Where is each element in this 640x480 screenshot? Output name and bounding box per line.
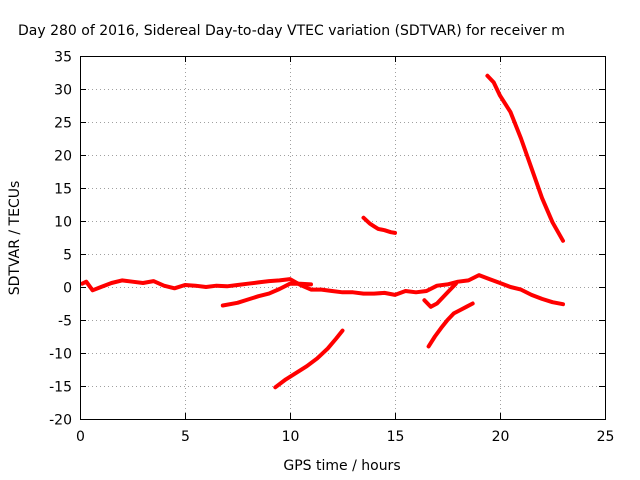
y-tick-label: 10 <box>54 215 72 231</box>
y-tick-label: -10 <box>49 347 72 363</box>
x-tick-label: 25 <box>597 429 615 445</box>
y-tick-label: 0 <box>63 281 72 297</box>
x-tick-label: 15 <box>387 429 405 445</box>
x-tick-label: 5 <box>181 429 190 445</box>
y-tick-label: 5 <box>63 248 72 264</box>
plot-frame <box>80 56 606 420</box>
data-series-7 <box>485 73 565 243</box>
data-series-6 <box>426 301 475 349</box>
x-tick-label: 0 <box>76 429 85 445</box>
y-tick-label: 20 <box>54 149 72 165</box>
y-axis-label: SDTVAR / TECUs <box>7 181 23 296</box>
data-series-3 <box>273 328 345 390</box>
y-tick-label: 35 <box>54 50 72 66</box>
y-tick-label: 25 <box>54 116 72 132</box>
axis-ticks <box>80 56 606 420</box>
data-series-2 <box>220 281 313 308</box>
y-tick-label: 15 <box>54 182 72 198</box>
x-tick-label: 20 <box>492 429 510 445</box>
data-series-1 <box>80 273 565 307</box>
chart-title: Day 280 of 2016, Sidereal Day-to-day VTE… <box>18 23 565 39</box>
y-tick-label: 30 <box>54 83 72 99</box>
y-tick-label: -5 <box>58 314 72 330</box>
grid-lines <box>80 56 605 419</box>
data-series-4 <box>361 215 397 235</box>
x-axis-label: GPS time / hours <box>283 458 400 474</box>
x-tick-labels: 0 5 10 15 20 25 <box>76 429 614 445</box>
y-tick-labels: -20 -15 -10 -5 0 5 10 15 20 25 30 35 <box>49 50 72 429</box>
x-tick-label: 10 <box>282 429 300 445</box>
data-series-5 <box>422 281 458 309</box>
y-tick-label: -20 <box>49 413 72 429</box>
series-layer <box>80 73 565 390</box>
y-tick-label: -15 <box>49 380 72 396</box>
